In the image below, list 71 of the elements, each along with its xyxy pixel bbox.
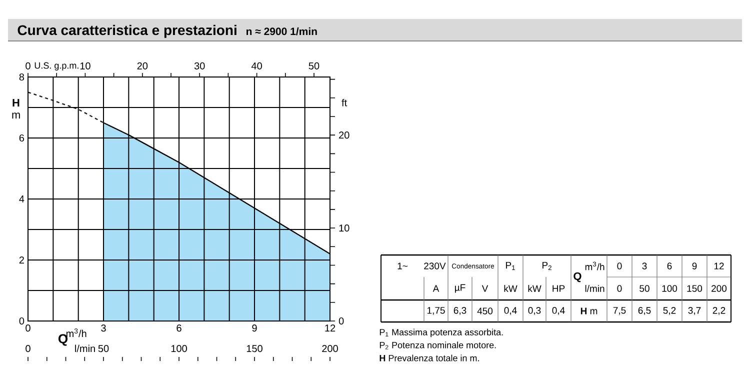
text: 100 xyxy=(662,285,678,292)
y-tick-label: 6 xyxy=(19,134,24,142)
text: l/min xyxy=(75,344,95,352)
x-tick-label: 0 xyxy=(26,324,30,332)
text: 9 xyxy=(692,262,697,270)
y-axis-title: H m xyxy=(12,98,20,118)
text: 200 xyxy=(712,285,727,292)
text: 6 xyxy=(667,262,672,270)
text: 100 xyxy=(171,345,187,352)
x2-tick-label: 50 xyxy=(308,62,320,70)
text: kW xyxy=(528,285,542,292)
text: 50 xyxy=(640,285,650,292)
x-tick-label: 12 xyxy=(325,324,336,332)
x2-tick-label: 0 xyxy=(26,62,30,70)
text: HP xyxy=(552,285,565,292)
text: H m xyxy=(580,308,598,314)
y2-tick-label: 20 xyxy=(339,132,350,139)
y-tick-label: 2 xyxy=(19,256,24,264)
text: µF xyxy=(455,284,466,293)
x-tick-label: 3 xyxy=(101,324,106,332)
text: P$_{2}$ xyxy=(542,262,552,270)
text: 0,4 xyxy=(552,307,565,315)
x2-tick-label: 10 xyxy=(80,62,90,70)
text: Q xyxy=(574,272,582,282)
text: kW xyxy=(504,285,518,292)
text: 3 xyxy=(642,262,647,270)
x2-tick-label: 30 xyxy=(194,62,205,70)
x-axis-title: m$^{3}$/h xyxy=(66,328,86,338)
text: 150 xyxy=(246,345,262,352)
text: 6,5 xyxy=(638,307,651,315)
text: 450 xyxy=(477,308,493,314)
chart-subtitle: n ≈ 2900 1/min xyxy=(246,27,317,36)
y2-tick-label: 10 xyxy=(339,224,350,232)
y-tick-label: 4 xyxy=(19,196,24,202)
x2-tick-label: 20 xyxy=(137,62,148,70)
x-tick-label: 9 xyxy=(252,324,257,332)
text: l/min xyxy=(585,284,604,292)
text: 6,3 xyxy=(454,307,466,315)
y-tick-label: 0 xyxy=(19,317,24,325)
text: 1~ xyxy=(398,262,408,270)
text: 200 xyxy=(322,345,338,352)
chart-title: Curva caratteristica e prestazioni xyxy=(18,24,236,38)
text: 0 xyxy=(617,285,622,292)
text: 50 xyxy=(98,345,109,352)
text: 2,2 xyxy=(712,307,726,315)
x2-axis-title: U.S. g.p.m. xyxy=(34,62,78,70)
y-tick-label: 8 xyxy=(19,73,24,81)
text: Q xyxy=(58,334,68,346)
text: 0,4 xyxy=(504,307,517,315)
text: 7,5 xyxy=(613,307,626,315)
text: V xyxy=(482,285,488,292)
line-series xyxy=(28,92,104,124)
x2-tick-label: 40 xyxy=(251,62,262,70)
text: H Prevalenza totale in m. xyxy=(380,354,479,362)
text: 230V xyxy=(424,262,446,270)
text: 0 xyxy=(617,262,622,270)
y2-tick-label: 0 xyxy=(338,317,344,325)
text: 0,3 xyxy=(528,307,541,315)
y2-axis-title: ft xyxy=(342,98,348,106)
text: 150 xyxy=(687,285,702,292)
text: A xyxy=(432,285,440,292)
text: 5,2 xyxy=(663,307,676,315)
text: 0 xyxy=(26,345,30,352)
text: 3,7 xyxy=(688,307,701,315)
text: 12 xyxy=(714,262,724,270)
text: 1,75 xyxy=(427,307,445,315)
text: P$_{2}$ Potenza nominale motore. xyxy=(380,342,496,350)
text: P$_{1}$ Massima potenza assorbita. xyxy=(380,328,503,338)
text: P$_{1}$ xyxy=(506,262,515,270)
text: m$^{3}$/h xyxy=(585,262,604,270)
x-tick-label: 6 xyxy=(176,324,182,332)
